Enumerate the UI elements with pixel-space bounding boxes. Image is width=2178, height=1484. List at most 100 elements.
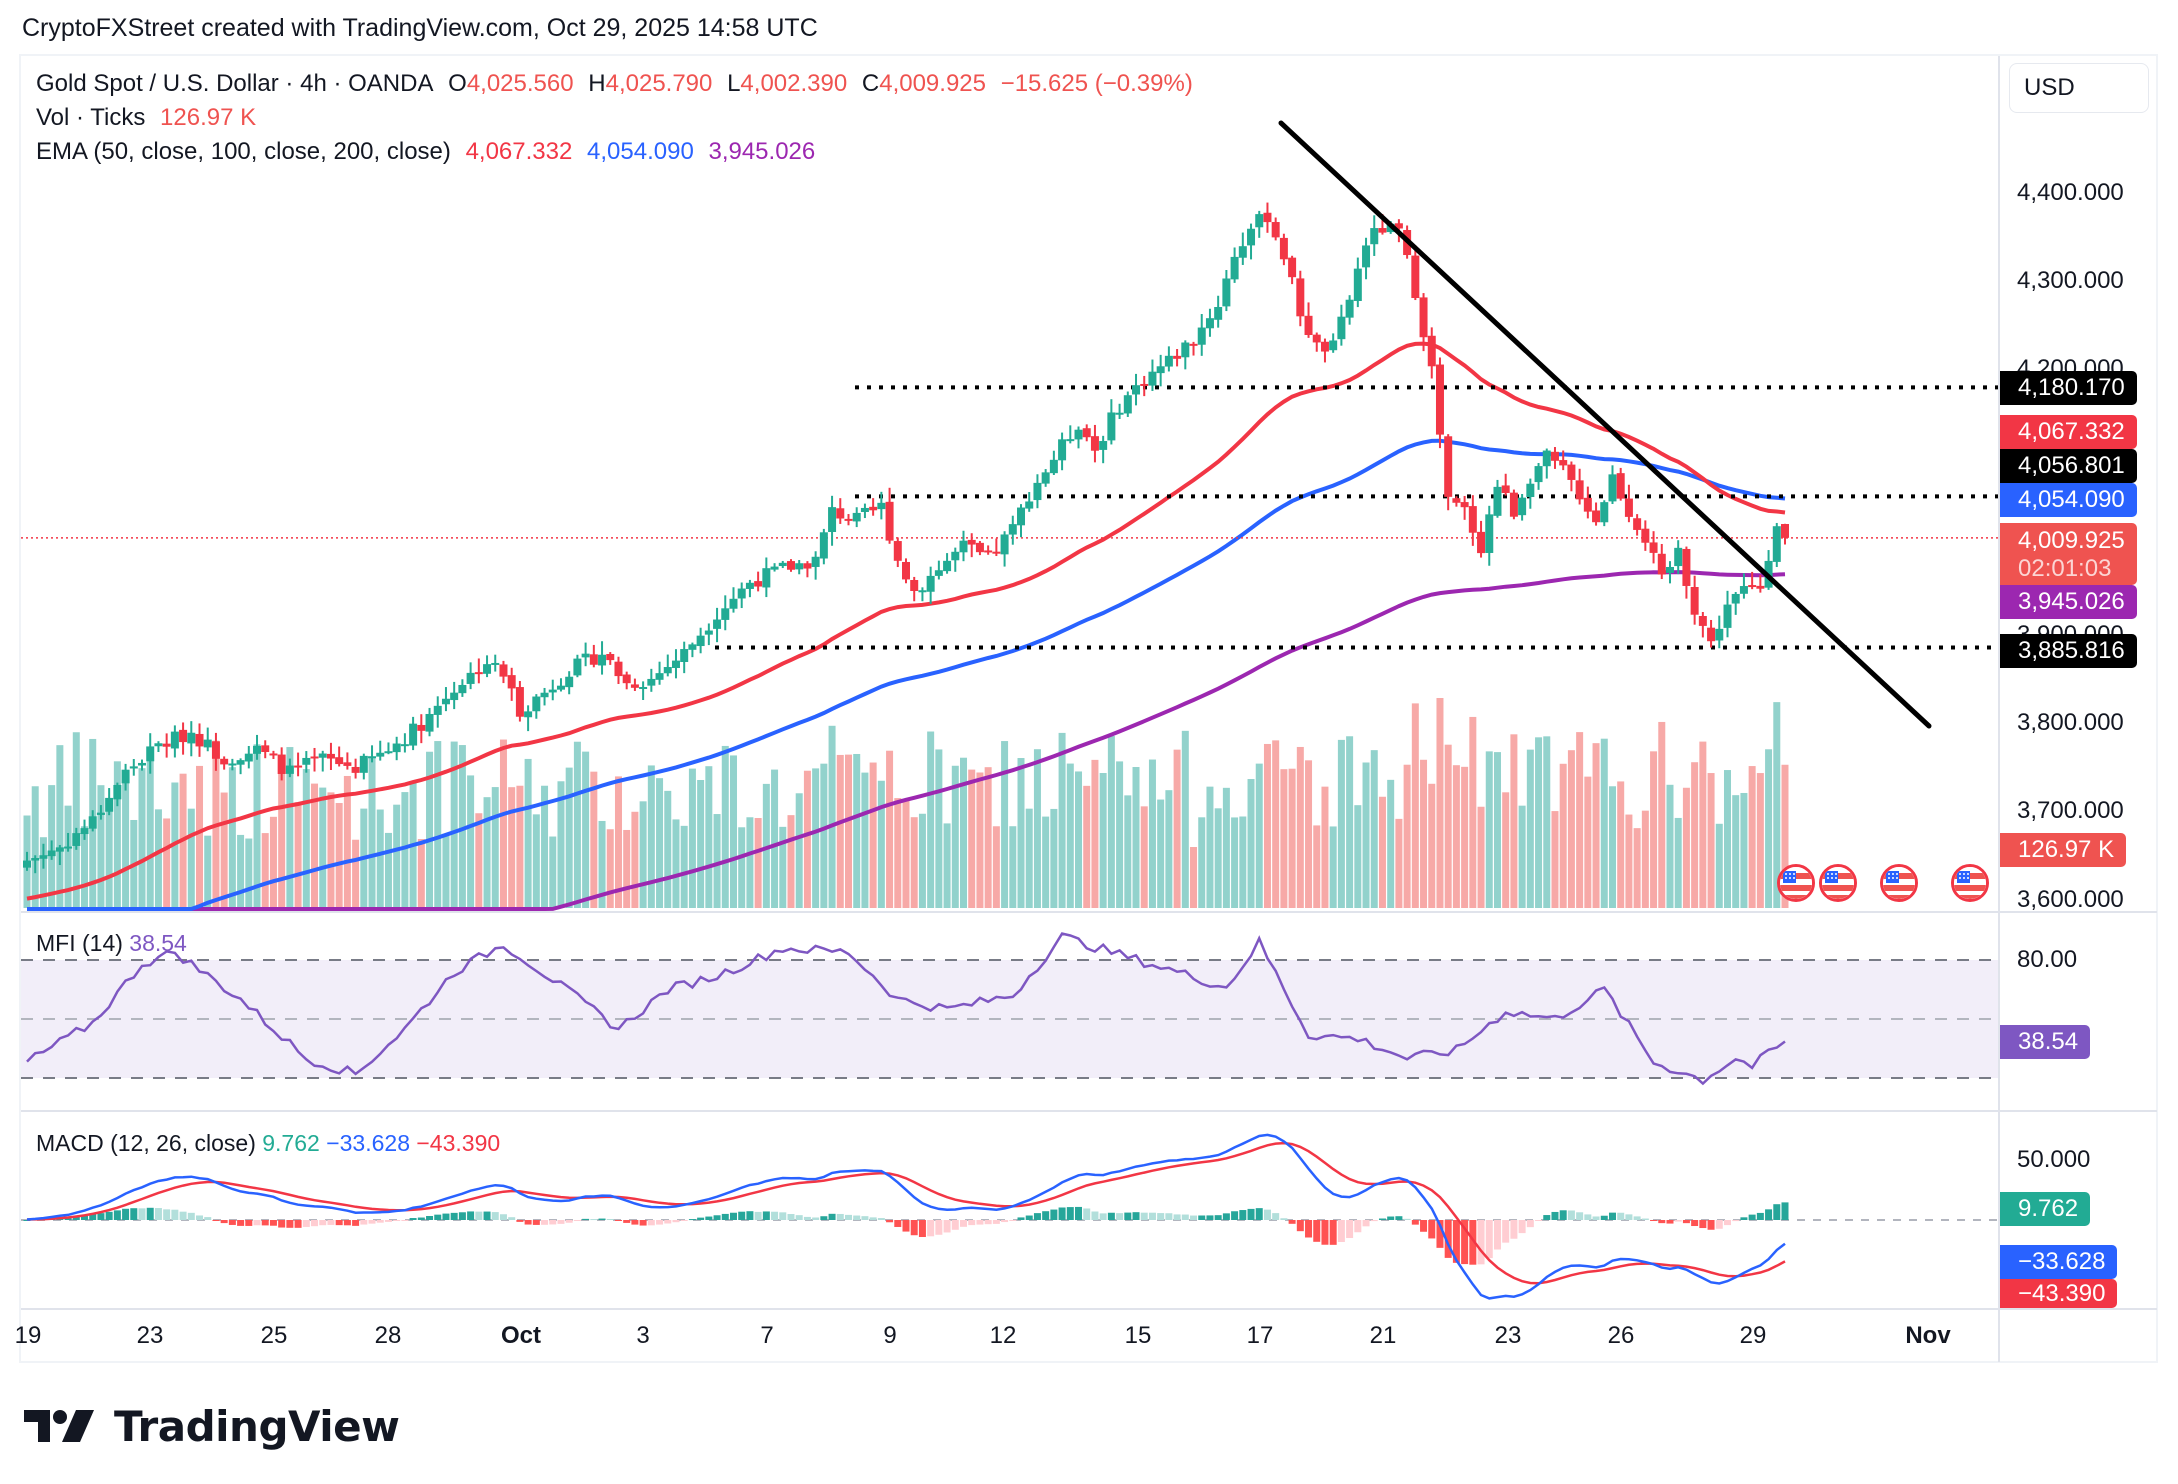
candle-body [836,508,845,519]
candle-body [105,797,114,812]
time-tick-label: 7 [760,1322,774,1349]
candle-body [1173,355,1182,359]
macd-histogram-bar [960,1220,968,1227]
ema50-tag: 4,067.332 [2000,415,2137,449]
macd-histogram-bar [582,1218,590,1220]
volume-bar [302,769,310,908]
candle-body [326,753,335,759]
volume-bar [1674,817,1682,908]
candle-body [1378,228,1387,233]
candle-body [1690,587,1699,615]
last-price-value: 4,009.925 [2018,527,2125,554]
volume-bar [771,769,779,908]
macd-histogram-bar [1116,1213,1124,1220]
macd-histogram-bar [565,1220,573,1223]
candle-body [828,507,837,533]
volume-label[interactable]: Vol · Ticks [36,104,146,131]
volume-bar [196,765,204,908]
candle-body [1452,498,1461,503]
us-flag-icon[interactable] [1880,864,1918,902]
volume-bar [187,808,195,908]
macd-histogram-bar [803,1216,811,1220]
tradingview-logo-text: TradingView [114,1401,400,1451]
us-flag-icon[interactable] [1819,864,1857,902]
volume-bar [138,768,146,908]
symbol-title[interactable]: Gold Spot / U.S. Dollar · 4h · OANDA [36,70,434,97]
candle-body [499,664,508,677]
candle-body [556,685,565,690]
volume-bar [417,839,425,908]
candle-body [1715,628,1724,641]
macd-histogram-bar [1395,1216,1403,1220]
us-flag-icon[interactable] [1777,864,1815,902]
candle-body [1707,627,1716,642]
volume-bar [1280,769,1288,908]
macd-histogram-bar [795,1215,803,1220]
candle-body [1731,593,1740,604]
volume-bar [343,775,351,908]
macd-label[interactable]: MACD (12, 26, close) [36,1130,256,1156]
macd-histogram-bar [360,1220,368,1225]
candle-body [1008,524,1017,535]
candle-body [1000,534,1009,555]
candle-body [88,816,97,829]
macd-histogram-bar [1050,1209,1058,1220]
volume-bar [105,808,113,908]
volume-bar [1576,732,1584,908]
volume-bar [278,769,286,908]
candle-body [754,581,763,587]
macd-histogram-bar [163,1209,171,1220]
volume-bar [1641,810,1649,908]
volume-bar [1066,763,1074,908]
volume-bar [31,786,39,908]
volume-bar [1452,765,1460,908]
mfi-band [21,960,1998,1078]
candle-body [1320,341,1329,352]
macd-histogram-bar [81,1215,89,1220]
macd-histogram-bar [171,1209,179,1220]
currency-button[interactable]: USD [2009,63,2149,113]
macd-histogram-bar [187,1212,195,1220]
candle-body [1329,340,1338,351]
tradingview-logo[interactable]: TradingView [24,1401,400,1451]
ema-label[interactable]: EMA (50, close, 100, close, 200, close) [36,138,451,165]
us-flag-icon[interactable] [1951,864,1989,902]
volume-bar [467,775,475,908]
volume-bar [582,751,590,908]
volume-bar [688,768,696,908]
candle-body [253,745,262,754]
time-tick-label: 17 [1246,1322,1274,1349]
volume-bar [1518,805,1526,908]
candle-body [1781,524,1789,538]
volume-bar [1535,737,1543,908]
candle-body [1772,526,1781,562]
mfi-label[interactable]: MFI (14) [36,930,123,956]
volume-bar [1592,743,1600,908]
macd-histogram-bar [713,1215,721,1220]
macd-line-tag: −33.628 [2000,1245,2118,1279]
macd-histogram-bar [598,1218,606,1220]
candle-body [1017,507,1026,526]
macd-histogram-bar [1732,1220,1740,1222]
candle-body [1148,371,1157,386]
volume-bar [1231,817,1239,908]
candle-body [269,753,278,756]
macd-histogram-bar [746,1211,754,1220]
macd-histogram-bar [1617,1212,1625,1220]
volume-bar [524,758,532,908]
macd-histogram-bar [1181,1214,1189,1220]
candle-body [1394,223,1403,229]
macd-histogram-bar [1748,1214,1756,1220]
macd-histogram-bar [729,1212,737,1220]
candle-body [1509,492,1518,517]
candle-body [1099,441,1108,450]
macd-histogram-bar [1444,1220,1452,1258]
candle-body [885,501,894,541]
macd-histogram-bar [656,1220,664,1225]
macd-histogram-bar [1288,1220,1296,1224]
candle-body [1222,278,1231,307]
candle-body [1353,268,1362,302]
volume-bar [1305,760,1313,908]
macd-histogram-bar [499,1214,507,1220]
